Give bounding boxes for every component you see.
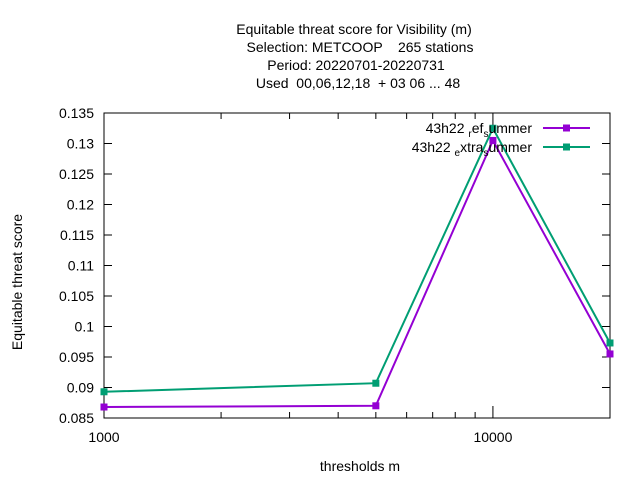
series-layer bbox=[100, 124, 614, 411]
title-line-3: Period: 20220701-20220731 bbox=[267, 57, 445, 73]
series-line bbox=[103, 126, 611, 393]
y-tick-label: 0.125 bbox=[59, 166, 94, 182]
y-tick-label: 0.09 bbox=[67, 380, 94, 396]
x-tick-label: 10000 bbox=[473, 429, 512, 445]
x-axis-label: thresholds m bbox=[320, 458, 400, 474]
data-point bbox=[489, 136, 497, 144]
y-tick-label: 0.13 bbox=[67, 136, 94, 152]
chart-title: Equitable threat score for Visibility (m… bbox=[236, 21, 473, 91]
legend-swatch-marker bbox=[563, 143, 570, 151]
title-line-2: Selection: METCOOP 265 stations bbox=[247, 39, 474, 55]
y-axis: 0.085 0.09 0.095 0.1 0.105 0.11 0.115 0.12 0.125… bbox=[59, 105, 610, 426]
data-point bbox=[100, 403, 108, 411]
data-point bbox=[372, 402, 380, 410]
legend-swatch-marker bbox=[563, 124, 570, 132]
y-tick-label: 0.085 bbox=[59, 410, 94, 426]
y-tick-label: 0.095 bbox=[59, 349, 94, 365]
data-point bbox=[100, 388, 108, 396]
series-line bbox=[103, 138, 611, 408]
y-tick-label: 0.115 bbox=[60, 227, 94, 243]
y-tick-label: 0.135 bbox=[59, 105, 94, 121]
y-tick-label: 0.105 bbox=[59, 288, 94, 304]
y-axis-label: Equitable threat score bbox=[9, 214, 25, 350]
x-axis: 1000 10000 bbox=[88, 113, 611, 445]
data-point bbox=[372, 379, 380, 387]
series-1 bbox=[100, 136, 614, 411]
legend-label: 43h22 extrasummer bbox=[412, 139, 533, 159]
title-line-1: Equitable threat score for Visibility (m… bbox=[236, 21, 472, 37]
y-tick-label: 0.12 bbox=[67, 197, 94, 213]
title-line-4: Used 00,06,12,18 + 03 06 ... 48 bbox=[256, 75, 461, 91]
legend-label: 43h22 refsummer bbox=[426, 120, 533, 140]
plot-frame bbox=[103, 112, 611, 419]
series-2 bbox=[100, 124, 614, 396]
y-tick-label: 0.1 bbox=[75, 319, 95, 335]
y-tick-label: 0.11 bbox=[68, 258, 94, 274]
x-tick-label: 1000 bbox=[88, 429, 119, 445]
data-point bbox=[489, 124, 497, 132]
data-point bbox=[606, 350, 614, 358]
data-point bbox=[606, 339, 614, 347]
